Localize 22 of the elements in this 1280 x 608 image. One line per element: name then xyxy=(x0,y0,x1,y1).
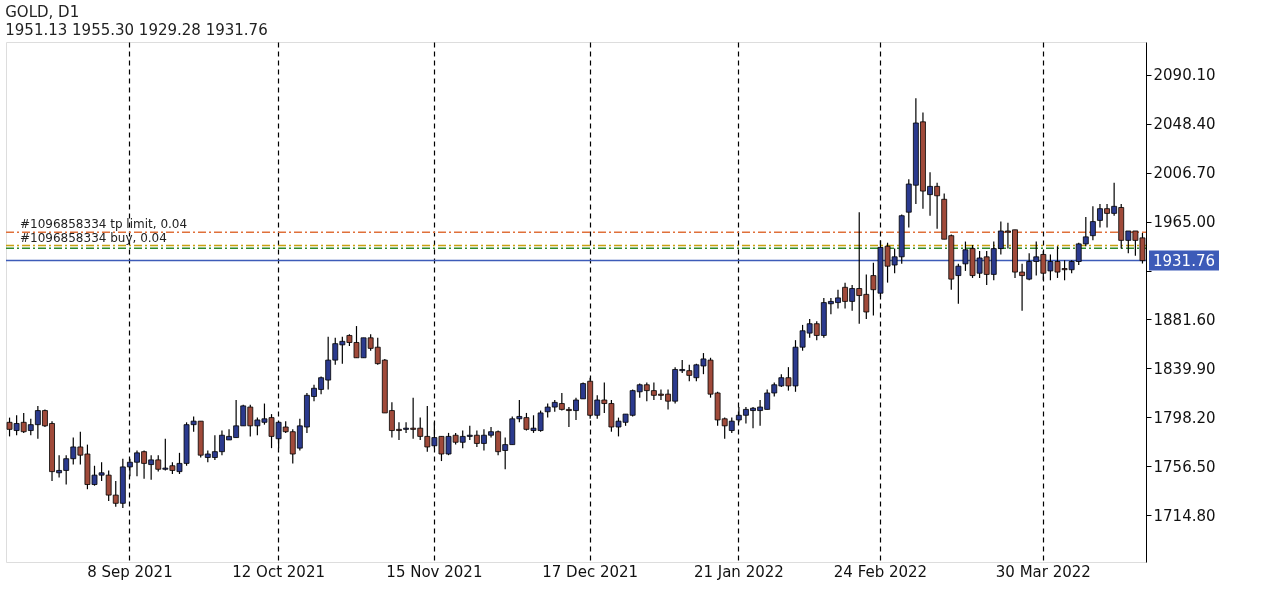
x-tick-label: 15 Nov 2021 xyxy=(386,562,483,581)
y-tick-label: 1798.20 xyxy=(1153,408,1216,427)
y-tick-label: 1881.60 xyxy=(1153,310,1216,329)
y-tick-label: 2006.70 xyxy=(1153,164,1216,183)
ref-line-label: 1931.76 xyxy=(1152,251,1216,270)
y-tick-label: 1839.90 xyxy=(1153,359,1216,378)
y-tick-label: 2090.10 xyxy=(1153,66,1216,85)
chart-title: GOLD, D1 xyxy=(5,3,80,21)
x-tick-label: 12 Oct 2021 xyxy=(232,562,325,581)
y-tick-label: 1714.80 xyxy=(1153,506,1216,525)
x-tick-label: 21 Jan 2022 xyxy=(693,562,784,581)
ref-line-label: #1096858334 tp limit, 0.04 xyxy=(20,217,188,232)
y-tick-label: 1965.00 xyxy=(1153,213,1216,232)
candlestick xyxy=(1089,205,1096,241)
x-tick-label: 8 Sep 2021 xyxy=(87,562,173,581)
ref-line-label: #1096858334 buy, 0.04 xyxy=(20,230,167,245)
y-tick-label: 2048.40 xyxy=(1153,115,1216,134)
chart-subtitle: 1951.13 1955.30 1929.28 1931.76 xyxy=(5,21,268,39)
x-tick-label: 17 Dec 2021 xyxy=(542,562,639,581)
y-tick-label: 1756.50 xyxy=(1153,457,1216,476)
x-tick-label: 30 Mar 2022 xyxy=(995,562,1091,581)
x-tick-label: 24 Feb 2022 xyxy=(833,562,928,581)
